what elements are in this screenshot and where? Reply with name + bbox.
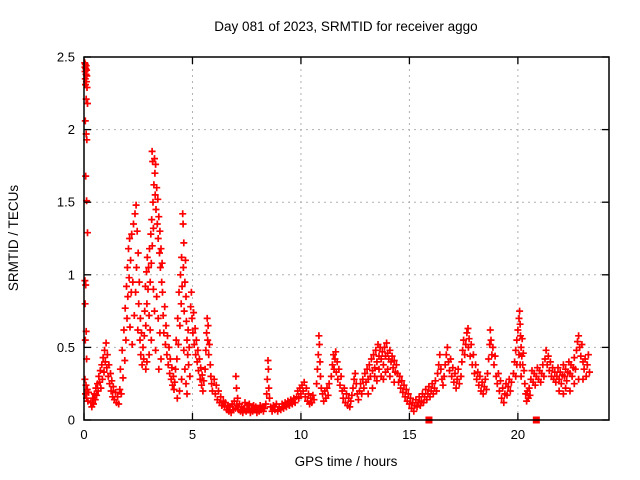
x-axis-label: GPS time / hours [295,454,398,469]
data-points [81,59,593,424]
y-tick-label: 2 [68,122,75,137]
x-tick-label: 5 [189,427,196,442]
y-tick-label: 2.5 [57,50,75,65]
plot-frame [83,56,610,421]
chart-title: Day 081 of 2023, SRMTID for receiver agg… [214,19,477,34]
y-tick-label: 0 [68,413,75,428]
scatter-points [81,59,593,417]
y-tick-label: 1 [68,267,75,282]
x-tick-label: 0 [80,427,87,442]
y-tick-label: 1.5 [57,195,75,210]
tick-labels: 0 5 10 15 20 0 0.5 1 1.5 2 2.5 [57,50,525,443]
y-tick-label: 0.5 [57,340,75,355]
grid-lines [84,57,609,420]
x-tick-label: 15 [402,427,416,442]
x-tick-label: 10 [294,427,308,442]
y-axis-label: SRMTID / TECUs [6,185,21,292]
axis-ticks [83,56,609,421]
x-tick-label: 20 [511,427,525,442]
